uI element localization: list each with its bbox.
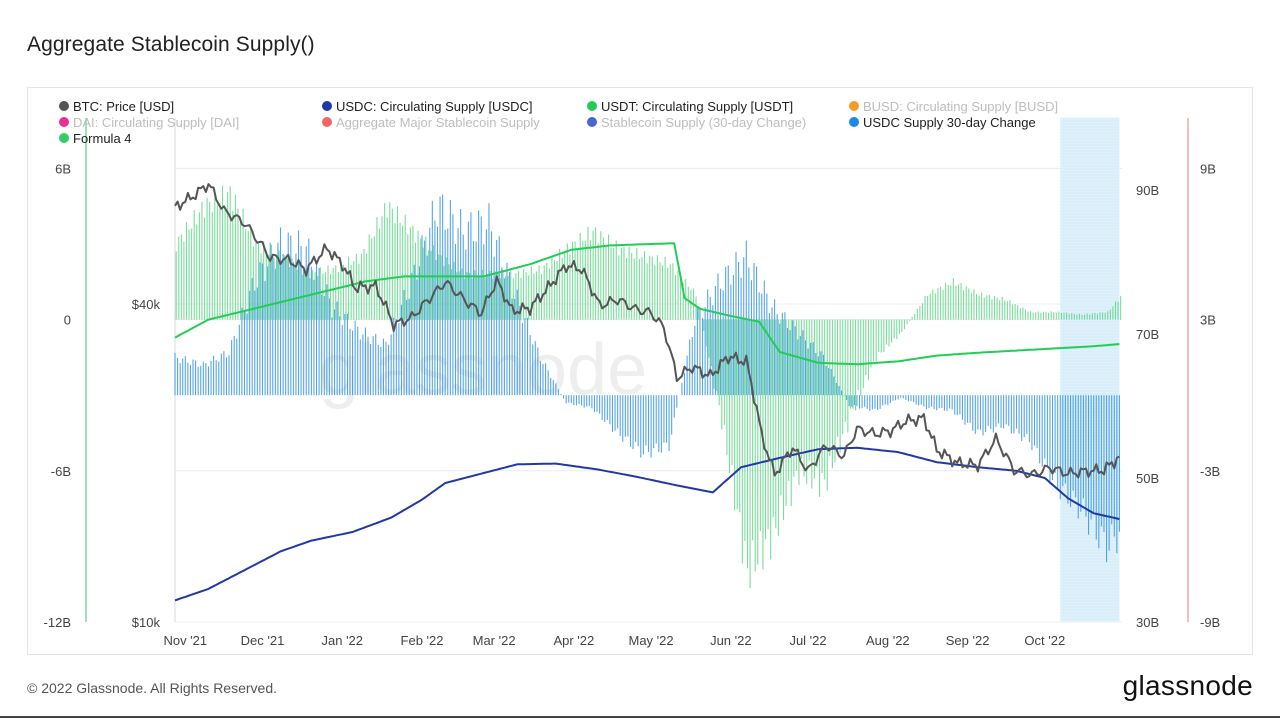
x-axis-tick: Jul '22: [789, 633, 826, 648]
x-axis-tick: Sep '22: [946, 633, 990, 648]
x-axis-tick: Jun '22: [710, 633, 752, 648]
usdc-change-axis-tick: 3B: [1200, 313, 1216, 328]
legend-label: Formula 4: [73, 131, 132, 146]
copyright: © 2022 Glassnode. All Rights Reserved.: [27, 680, 278, 696]
chart-container: glassnode 6B 0 -6B -12B $40k $10k 90B 70B 50B 30B 9…: [27, 87, 1253, 655]
legend-swatch: [849, 117, 859, 127]
legend-swatch: [587, 117, 597, 127]
legend-item[interactable]: USDT: Circulating Supply [USDT]: [587, 99, 793, 114]
x-axis-tick: Apr '22: [553, 633, 594, 648]
legend-item[interactable]: Formula 4: [59, 131, 132, 146]
legend-swatch: [849, 101, 859, 111]
legend-swatch: [59, 117, 69, 127]
price-axis-tick: $40k: [132, 297, 161, 312]
legend-item[interactable]: DAI: Circulating Supply [DAI]: [59, 115, 239, 130]
change-axis-tick: -12B: [44, 615, 71, 630]
x-axis-tick: Mar '22: [473, 633, 516, 648]
x-axis-tick: Oct '22: [1024, 633, 1065, 648]
legend-swatch: [322, 117, 332, 127]
usdc-change-axis-tick: -9B: [1200, 615, 1220, 630]
legend-label: Aggregate Major Stablecoin Supply: [336, 115, 540, 130]
usdc-change-axis-tick: -3B: [1200, 464, 1220, 479]
page-title: Aggregate Stablecoin Supply(): [27, 33, 315, 56]
supply-axis-tick: 30B: [1136, 615, 1159, 630]
glassnode-logo[interactable]: glassnode: [1122, 670, 1253, 701]
divider: [0, 716, 1280, 718]
legend-label: Stablecoin Supply (30-day Change): [601, 115, 806, 130]
legend-label: USDT: Circulating Supply [USDT]: [601, 99, 793, 114]
supply-axis-tick: 50B: [1136, 471, 1159, 486]
x-axis-tick: Nov '21: [163, 633, 207, 648]
legend-label: DAI: Circulating Supply [DAI]: [73, 115, 239, 130]
legend-swatch: [59, 101, 69, 111]
x-axis-tick: Feb '22: [401, 633, 444, 648]
legend-item[interactable]: BTC: Price [USD]: [59, 99, 174, 114]
legend-label: USDC Supply 30-day Change: [863, 115, 1036, 130]
usdt-supply-line: [174, 242, 1120, 366]
usdc-change-axis-tick: 9B: [1200, 161, 1216, 176]
legend-label: USDC: Circulating Supply [USDC]: [336, 99, 533, 114]
price-axis-tick: $10k: [132, 615, 161, 630]
supply-axis-tick: 90B: [1136, 183, 1159, 198]
x-axis-tick: May '22: [629, 633, 674, 648]
x-axis-tick: Dec '21: [241, 633, 285, 648]
change-axis-tick: 0: [64, 313, 71, 328]
legend-item[interactable]: Stablecoin Supply (30-day Change): [587, 115, 806, 130]
change-axis-tick: 6B: [55, 161, 71, 176]
legend-swatch: [587, 101, 597, 111]
supply-axis-tick: 70B: [1136, 327, 1159, 342]
x-axis-tick: Jan '22: [322, 633, 364, 648]
legend-swatch: [322, 101, 332, 111]
legend-item[interactable]: BUSD: Circulating Supply [BUSD]: [849, 99, 1058, 114]
x-axis-tick: Aug '22: [866, 633, 910, 648]
btc-price-line: [174, 183, 1120, 479]
legend-item[interactable]: Aggregate Major Stablecoin Supply: [322, 115, 540, 130]
legend-swatch: [59, 133, 69, 143]
chart: glassnode6B0-6B-12B$40k$10k90B70B50B30B9…: [44, 99, 1221, 648]
change-axis-tick: -6B: [51, 464, 71, 479]
bar-series-group: [174, 185, 1122, 589]
legend-item[interactable]: USDC: Circulating Supply [USDC]: [322, 99, 533, 114]
legend-item[interactable]: USDC Supply 30-day Change: [849, 115, 1036, 130]
legend-label: BUSD: Circulating Supply [BUSD]: [863, 99, 1058, 114]
legend-label: BTC: Price [USD]: [73, 99, 174, 114]
